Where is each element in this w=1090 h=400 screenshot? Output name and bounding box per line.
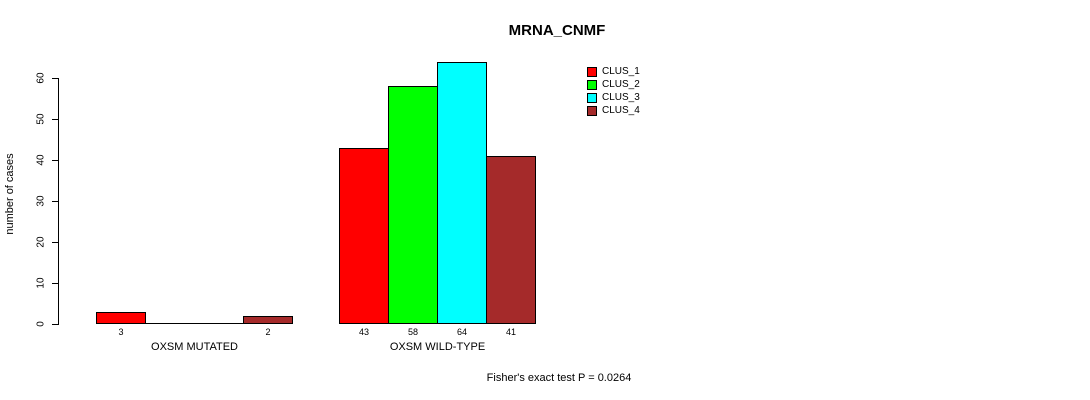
- bar: [243, 316, 293, 324]
- bar: [388, 86, 438, 324]
- bar-value-label: 3: [118, 327, 124, 337]
- y-tick: [52, 283, 58, 284]
- fisher-test-annotation: Fisher's exact test P = 0.0264: [486, 372, 632, 384]
- bar-zero: [194, 323, 244, 324]
- bar-value-label: 58: [407, 327, 419, 337]
- x-category-label: OXSM WILD-TYPE: [389, 341, 486, 353]
- legend-label: CLUS_1: [602, 66, 640, 77]
- legend-label: CLUS_3: [602, 92, 640, 103]
- x-category-label: OXSM MUTATED: [151, 341, 238, 353]
- y-tick-label: 0: [35, 321, 47, 327]
- y-tick-label: 60: [35, 72, 47, 84]
- y-tick: [52, 78, 58, 79]
- bar: [96, 312, 146, 324]
- bar-value-label: 43: [358, 327, 370, 337]
- legend-label: CLUS_4: [602, 105, 640, 116]
- y-tick-label: 30: [35, 195, 47, 207]
- legend-swatch: [587, 67, 597, 77]
- bar-value-label: 64: [456, 327, 468, 337]
- y-tick: [52, 324, 58, 325]
- bar-value-label: 41: [505, 327, 517, 337]
- chart-title: MRNA_CNMF: [508, 22, 606, 39]
- y-tick: [52, 201, 58, 202]
- bar-value-label: 2: [265, 327, 271, 337]
- y-axis-line: [58, 78, 59, 325]
- y-tick-label: 20: [35, 236, 47, 248]
- y-tick-label: 50: [35, 113, 47, 125]
- legend-swatch: [587, 80, 597, 90]
- y-tick-label: 40: [35, 154, 47, 166]
- legend-swatch: [587, 106, 597, 116]
- bar: [339, 148, 389, 324]
- legend-label: CLUS_2: [602, 79, 640, 90]
- bar: [437, 62, 487, 324]
- legend-swatch: [587, 93, 597, 103]
- bar-zero: [145, 323, 195, 324]
- y-tick: [52, 160, 58, 161]
- y-tick: [52, 242, 58, 243]
- y-tick: [52, 119, 58, 120]
- bar: [486, 156, 536, 324]
- y-tick-label: 10: [35, 277, 47, 289]
- y-axis-label: number of cases: [4, 153, 16, 235]
